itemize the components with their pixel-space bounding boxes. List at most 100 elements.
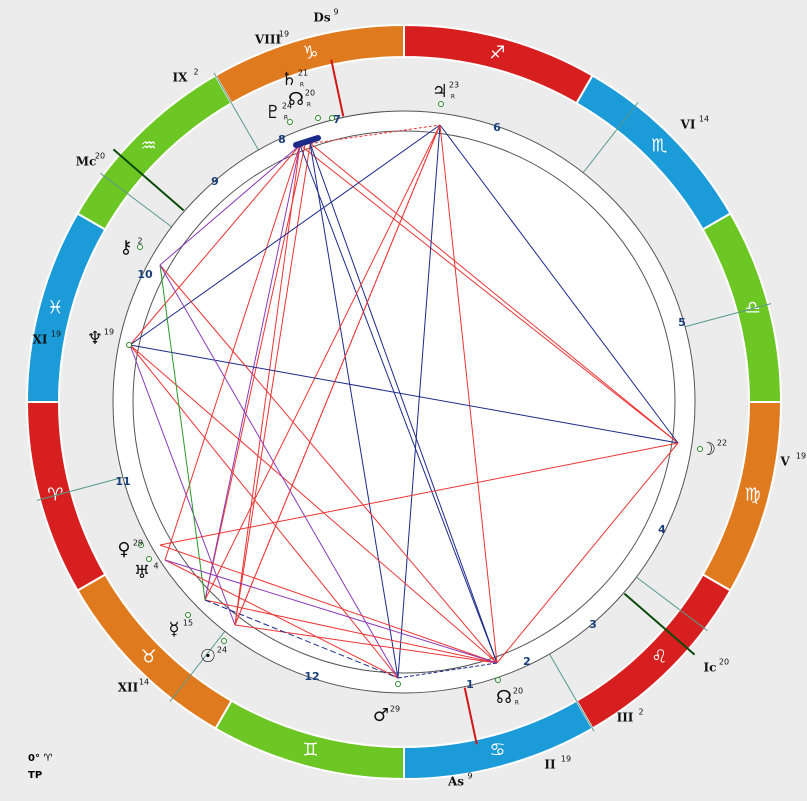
planet-glyph: ♅	[134, 562, 150, 583]
aspect	[496, 442, 679, 664]
aspect	[204, 124, 441, 601]
aspect-lines	[129, 124, 679, 679]
planet-glyph: ☊	[496, 687, 512, 708]
house-number: 8	[278, 133, 286, 146]
house-number: 9	[211, 175, 219, 188]
planet-dot	[137, 244, 143, 250]
planet-degree: 29	[390, 705, 400, 714]
planet-glyph: ♀	[117, 539, 130, 560]
aspect	[299, 144, 498, 664]
sign-glyph: ♏	[651, 136, 667, 157]
sign-segment	[25, 212, 107, 403]
aspect	[234, 624, 498, 664]
planet-dot	[185, 612, 191, 618]
planet-glyph: ♇	[265, 102, 281, 123]
aspect	[299, 124, 441, 146]
axis-line	[112, 148, 185, 212]
planet-glyph: ☊	[288, 89, 304, 110]
cusp-degree: 14	[139, 678, 149, 687]
cusp-degree: 2	[193, 68, 198, 77]
house-number: 11	[115, 475, 130, 488]
aspect	[129, 124, 441, 346]
aspect	[164, 559, 498, 664]
cusp-label: XI	[33, 333, 48, 347]
house-number: 7	[333, 113, 341, 126]
sign-glyph: ♐	[489, 42, 505, 63]
planet-dot	[329, 115, 335, 121]
aspect	[397, 124, 441, 679]
sign-glyph: ♑	[302, 42, 318, 63]
planet-retro: R	[300, 82, 304, 89]
house-number: 1	[466, 678, 474, 691]
aspect	[204, 144, 306, 601]
aspect	[204, 599, 498, 664]
cusp-degree: 19	[796, 452, 806, 461]
house-number: 4	[658, 523, 666, 536]
planet-dot	[438, 101, 444, 107]
planet-retro: R	[515, 700, 519, 707]
sign-glyph: ♓	[47, 298, 63, 319]
aspect	[159, 264, 206, 601]
axis-label: Ic	[704, 661, 717, 675]
house-ring-inner	[132, 130, 676, 674]
planet-degree: 15	[183, 619, 193, 628]
planet-glyph: ☽	[700, 439, 716, 460]
aspect	[234, 144, 301, 626]
sign-glyph: ♌	[651, 646, 667, 667]
cusp-label: V	[779, 455, 790, 469]
sign-glyph: ♍	[745, 484, 761, 505]
aspect	[129, 344, 679, 444]
house-number: 6	[493, 121, 501, 134]
planet-degree: 24	[217, 646, 227, 655]
planet-dot	[395, 681, 401, 687]
planet-glyph: ⚷	[119, 237, 132, 258]
aspect	[397, 662, 498, 679]
planet-degree: 22	[717, 439, 727, 448]
aspect	[129, 344, 236, 626]
cusp-label: VI	[680, 118, 696, 132]
aspect	[159, 264, 498, 664]
house-number: 3	[589, 618, 597, 631]
aspect	[309, 142, 399, 679]
planet-degree: 24	[282, 102, 292, 111]
aspect	[299, 144, 679, 444]
planet-retro: R	[451, 94, 455, 101]
planet-degree: 29	[133, 539, 143, 548]
cusp-degree: 14	[699, 115, 709, 124]
axis-label: As	[447, 775, 464, 789]
aspect	[159, 144, 301, 266]
aspect	[129, 344, 399, 679]
planet-dot	[287, 119, 293, 125]
planet-degree: 20	[513, 687, 523, 696]
planet-degree: 20	[305, 89, 315, 98]
cusp-label: IX	[173, 71, 189, 85]
sign-segment	[214, 23, 405, 105]
planet-glyph: ♄	[281, 69, 297, 90]
sign-glyph: ♊	[302, 740, 318, 761]
planet-dot	[146, 556, 152, 562]
planet-glyph: ☿	[168, 619, 179, 640]
sign-segment	[25, 401, 107, 592]
planet-glyph: ♆	[87, 328, 103, 349]
axis-label: Ds	[313, 11, 330, 25]
sign-glyph: ♉	[141, 646, 157, 667]
aspect	[164, 559, 399, 679]
axis-degree: 20	[95, 152, 105, 161]
aspect	[439, 124, 679, 444]
axis-line	[463, 687, 478, 745]
planet-retro: R	[307, 102, 311, 109]
aspect	[159, 544, 498, 664]
cusp-degree: 19	[279, 30, 289, 39]
cusp-label: III	[617, 711, 634, 725]
planet-glyph: ♂	[373, 705, 389, 726]
cusp-label: XII	[118, 681, 139, 695]
aspect	[309, 142, 679, 444]
axis-label: Mc	[76, 155, 97, 169]
sign-ring: ♐♏♎♍♌♋♊♉♈♓♒♑	[25, 23, 783, 781]
planet-degree: 2	[137, 237, 142, 246]
sign-segment	[701, 212, 783, 403]
planet-dot	[126, 342, 132, 348]
house-number: 5	[678, 316, 686, 329]
cusp-degree: 19	[561, 755, 571, 764]
